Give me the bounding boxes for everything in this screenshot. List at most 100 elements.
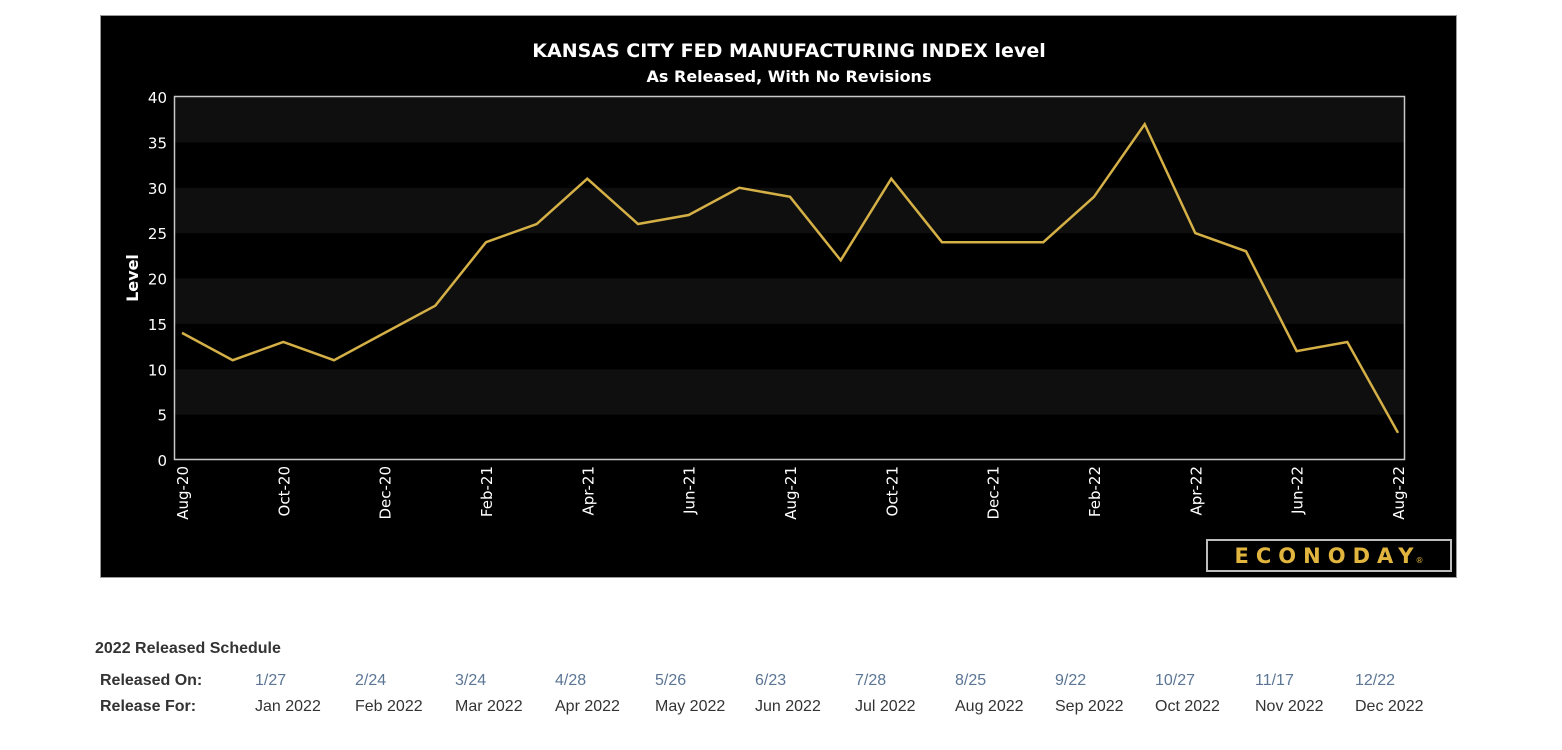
econoday-logo[interactable]: ECONODAY ® [1206, 539, 1452, 572]
data-point [990, 239, 996, 245]
schedule-date-link[interactable]: 9/22 [1055, 672, 1087, 689]
grid-band [175, 187, 1405, 234]
schedule-month-cell: Apr 2022 [555, 698, 620, 715]
grid-bands [175, 97, 1405, 460]
schedule-month-cell: Oct 2022 [1155, 698, 1220, 715]
schedule-date-cell: 10/27 [1155, 668, 1255, 694]
data-point [635, 221, 641, 227]
y-tick-label: 40 [148, 89, 167, 107]
chart-frame: KANSAS CITY FED MANUFACTURING INDEX leve… [100, 15, 1457, 578]
data-point [432, 303, 438, 309]
schedule-date-link[interactable]: 11/17 [1255, 672, 1294, 689]
data-point [230, 357, 236, 363]
schedule-date-cell: 5/26 [655, 668, 755, 694]
data-point [1091, 194, 1097, 200]
schedule-date-cell: 2/24 [355, 668, 455, 694]
schedule-date-cell: 7/28 [855, 668, 955, 694]
schedule-date-link[interactable]: 1/27 [255, 672, 287, 689]
release-for-row: Release For: Jan 2022 Feb 2022 Mar 2022 Apr… [95, 694, 1455, 720]
y-tick-label: 10 [148, 361, 167, 379]
schedule-date-link[interactable]: 2/24 [355, 672, 387, 689]
released-on-label: Released On: [100, 672, 203, 689]
data-point [939, 239, 945, 245]
logo-text: ECONODAY [1234, 543, 1421, 568]
y-axis-ticks: 0 5 10 15 20 25 30 35 40 [148, 89, 167, 470]
release-schedule: 2022 Released Schedule Released On: 1/27… [95, 640, 1455, 720]
schedule-date-link[interactable]: 12/22 [1355, 672, 1396, 689]
data-point [382, 330, 388, 336]
schedule-date-link[interactable]: 4/28 [555, 672, 587, 689]
schedule-date-cell: 1/27 [255, 668, 355, 694]
schedule-month-cell: Jul 2022 [855, 698, 916, 715]
chart-subtitle: As Released, With No Revisions [647, 67, 932, 86]
data-point [584, 176, 590, 182]
grid-band [175, 369, 1405, 415]
schedule-month-cell: Nov 2022 [1255, 698, 1324, 715]
schedule-title: 2022 Released Schedule [95, 640, 281, 657]
data-point [534, 221, 540, 227]
schedule-month-cell: Jun 2022 [755, 698, 821, 715]
data-point [1040, 239, 1046, 245]
y-tick-label: 25 [148, 225, 167, 243]
x-tick-label: Dec-21 [985, 466, 1003, 520]
grid-band [175, 97, 1405, 143]
released-on-row: Released On: 1/27 2/24 3/24 4/28 5/26 6/23 7/2… [95, 668, 1455, 694]
schedule-month-cell: Aug 2022 [955, 698, 1024, 715]
grid-band [175, 278, 1405, 324]
x-axis-ticks: Aug-20 Oct-20 Dec-20 Feb-21 Apr-21 Jun-21 Aug-… [174, 466, 1408, 520]
y-tick-label: 5 [157, 407, 167, 425]
data-point [1294, 348, 1300, 354]
grid-band [175, 233, 1405, 279]
x-tick-label: Apr-21 [579, 466, 597, 516]
chart-title: KANSAS CITY FED MANUFACTURING INDEX leve… [532, 40, 1045, 62]
data-point [280, 339, 286, 345]
schedule-month-cell: May 2022 [655, 698, 726, 715]
y-tick-label: 35 [148, 134, 167, 152]
data-point [888, 176, 894, 182]
schedule-month-cell: Jan 2022 [255, 698, 321, 715]
line-chart: KANSAS CITY FED MANUFACTURING INDEX leve… [123, 40, 1408, 520]
data-point [686, 212, 692, 218]
data-point [1192, 230, 1198, 236]
x-tick-label: Oct-21 [883, 466, 901, 516]
y-tick-label: 15 [148, 316, 167, 334]
x-tick-label: Aug-20 [174, 466, 192, 520]
data-point [1243, 248, 1249, 254]
schedule-date-link[interactable]: 6/23 [755, 672, 787, 689]
x-tick-label: Apr-22 [1187, 466, 1205, 516]
schedule-table: Released On: 1/27 2/24 3/24 4/28 5/26 6/23 7/2… [95, 668, 1455, 720]
schedule-date-link[interactable]: 3/24 [455, 672, 487, 689]
grid-band [175, 414, 1405, 460]
release-for-label: Release For: [100, 698, 197, 715]
schedule-date-link[interactable]: 5/26 [655, 672, 687, 689]
schedule-date-cell: 4/28 [555, 668, 655, 694]
y-tick-label: 0 [157, 452, 167, 470]
data-point [736, 185, 742, 191]
x-tick-label: Dec-20 [377, 466, 395, 520]
schedule-date-link[interactable]: 10/27 [1155, 672, 1196, 689]
schedule-date-cell: 9/22 [1055, 668, 1155, 694]
data-point [1395, 430, 1401, 436]
schedule-month-cell: Dec 2022 [1355, 698, 1424, 715]
data-point [838, 257, 844, 263]
schedule-month-cell: Mar 2022 [455, 698, 523, 715]
y-tick-label: 20 [148, 271, 167, 289]
grid-band [175, 142, 1405, 188]
data-point [787, 194, 793, 200]
x-tick-label: Oct-20 [275, 466, 293, 516]
data-point [331, 357, 337, 363]
schedule-date-link[interactable]: 7/28 [855, 672, 887, 689]
series-line-level [181, 121, 1400, 434]
x-tick-label: Aug-21 [782, 466, 800, 520]
schedule-date-cell: 3/24 [455, 668, 555, 694]
data-point [179, 330, 185, 336]
schedule-date-link[interactable]: 8/25 [955, 672, 987, 689]
x-tick-label: Feb-21 [478, 466, 496, 517]
data-point [483, 239, 489, 245]
x-tick-label: Feb-22 [1086, 466, 1104, 517]
x-tick-label: Aug-22 [1390, 466, 1408, 520]
schedule-date-cell: 11/17 [1255, 668, 1355, 694]
schedule-date-cell: 12/22 [1355, 668, 1455, 694]
schedule-date-cell: 6/23 [755, 668, 855, 694]
registered-mark-icon: ® [1415, 556, 1424, 565]
